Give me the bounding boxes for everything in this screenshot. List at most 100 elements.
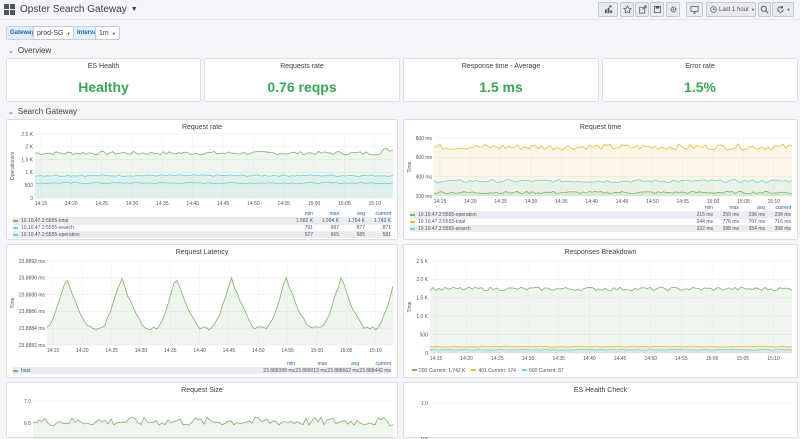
search-series-line [433, 179, 793, 184]
x-tick-label: 14:55 [281, 348, 294, 354]
request-time-legend: min max avg current 10.10.47.2:5555-oper… [410, 205, 791, 232]
refresh-icon [776, 5, 784, 13]
requests-rate-panel[interactable]: Requests rate 0.76 reqps [204, 58, 400, 102]
es-health-check-panel[interactable]: ES Health Check 0.51.0 [403, 382, 798, 439]
time-range-label: Last 1 hour [719, 6, 750, 13]
host-series-line [46, 276, 394, 331]
legend-header-avg: avg [350, 361, 359, 367]
request-time-panel[interactable]: Request time 200 ms 400 ms 600 ms 800 ms 14:… [403, 119, 798, 240]
operation-series-area [434, 191, 792, 196]
x-tick-label: 14:50 [252, 348, 265, 354]
x-tick-label: 14:15 [430, 356, 443, 362]
panel-title: Request rate [181, 124, 223, 131]
legend-row[interactable]: host 23.888399 ms 23.889013 ms 23.888662 ms… [13, 367, 391, 374]
top-navbar: Opster Search Gateway ▼ Last 1 hour ▼ ▼ [0, 0, 800, 20]
total-series-line [34, 148, 394, 156]
panel-title: Request Latency [175, 249, 229, 256]
star-button[interactable] [620, 2, 634, 17]
y-tick-label: 1.0 K [416, 314, 428, 320]
request-size-panel[interactable]: Request Size 6.06.57.0 [6, 382, 398, 439]
row-overview[interactable]: ⌄ Overview [8, 46, 52, 55]
x-tick-label: 15:10 [368, 201, 381, 207]
legend-swatch [13, 370, 18, 372]
y-tick-label: 500 [420, 332, 429, 338]
panel-title: Requests rate [280, 63, 324, 70]
x-tick-label: 14:25 [105, 348, 118, 354]
y-tick-label: 23.8892 ms [19, 259, 46, 265]
dashboard-title[interactable]: Opster Search Gateway ▼ [20, 4, 138, 15]
time-range-picker[interactable]: Last 1 hour ▼ [706, 2, 756, 17]
x-tick-label: 14:40 [186, 201, 199, 207]
y-tick-label: 1 K [25, 170, 33, 176]
panel-title: Request time [579, 124, 622, 131]
legend-header-avg: avg [356, 211, 365, 217]
error-rate-panel[interactable]: Error rate 1.5% [602, 58, 798, 102]
request-size-series-area [33, 417, 393, 439]
es-health-panel[interactable]: ES Health Healthy [6, 58, 201, 102]
legend-header-min: min [286, 361, 295, 367]
status-500-series-area [430, 349, 792, 353]
x-tick-label: 15:10 [369, 348, 382, 354]
x-tick-label: 15:10 [767, 199, 780, 205]
y-tick-label: 500 [25, 183, 34, 189]
x-tick-label: 14:15 [35, 201, 48, 207]
share-button[interactable] [635, 2, 649, 17]
legend-swatch [13, 220, 18, 222]
x-tick-label: 14:20 [76, 348, 89, 354]
y-tick-label: 23.8886 ms [19, 309, 46, 315]
x-tick-label: 15:00 [308, 201, 321, 207]
request-latency-legend: min max avg current host 23.888399 ms 23.8… [13, 361, 391, 374]
stat-value: 0.76 reqps [267, 79, 337, 95]
panel-title: Response time - Average [461, 63, 541, 70]
add-panel-button[interactable] [598, 2, 618, 17]
y-axis-title: Operations/s [10, 151, 16, 180]
legend-header-max: max [729, 205, 739, 211]
legend-row[interactable]: 10.10.47.2:5555-operation 215 ms 259 ms 236… [410, 211, 791, 218]
request-size-chart: 6.06.57.0 [24, 399, 394, 439]
dashboard-grid-icon[interactable] [4, 4, 15, 15]
x-tick-label: 14:50 [247, 201, 260, 207]
legend-row[interactable]: 10.10.47.2:5555-search 791 997 877 871 [13, 224, 391, 231]
legend-item-401[interactable]: 401 Current: 174 [471, 368, 516, 374]
x-tick-label: 14:50 [646, 199, 659, 205]
y-tick-label: 2 K [25, 145, 33, 151]
legend-header-min: min [704, 205, 713, 211]
zoom-out-button[interactable] [758, 2, 771, 17]
legend-header: min max avg current [410, 205, 791, 211]
interval-select[interactable]: 1m ▼ [95, 26, 120, 40]
x-tick-label: 14:40 [585, 199, 598, 205]
x-tick-label: 15:05 [737, 199, 750, 205]
y-tick-label: 2.0 K [416, 277, 428, 283]
y-axis-title: Time [10, 297, 16, 308]
request-rate-panel[interactable]: Request rate 0 500 1 K 1.5 K 2 K 2.5 K 14:15 14… [6, 119, 398, 240]
refresh-button[interactable]: ▼ [772, 2, 794, 17]
legend-swatch [13, 234, 18, 236]
legend-header-min: min [304, 211, 313, 217]
x-tick-label: 14:20 [65, 201, 78, 207]
responses-breakdown-panel[interactable]: Responses Breakdown 0 500 1.0 K 1.5 K 2.0 K 2… [403, 244, 798, 378]
x-tick-label: 14:55 [277, 201, 290, 207]
legend-swatch [410, 214, 415, 216]
legend-row[interactable]: 10.10.47.2:5555-total 644 ms 776 ms 707 ms 7… [410, 218, 791, 225]
legend-row[interactable]: 10.10.47.2:5555-total 1.582 K 1.994 K 1.754… [13, 217, 391, 224]
legend-swatch [410, 221, 415, 223]
legend-header-max: max [317, 361, 327, 367]
legend-row[interactable]: 10.10.47.2:5555-operation 527 665 585 581 [13, 231, 391, 238]
save-button[interactable] [650, 2, 664, 17]
legend-item-500[interactable]: 500 Current: 87 [521, 368, 564, 374]
legend-item-200[interactable]: 200 Current: 1.742 K [412, 368, 465, 374]
request-latency-panel[interactable]: Request Latency 23.8882 ms 23.8884 ms 23.8… [6, 244, 398, 378]
tv-mode-button[interactable] [686, 2, 703, 17]
response-time-panel[interactable]: Response time - Average 1.5 ms [403, 58, 599, 102]
row-search-gateway[interactable]: ⌄ Search Gateway [8, 107, 78, 116]
y-tick-label: 6.5 [24, 421, 31, 427]
legend-header-current: current [775, 205, 791, 211]
x-tick-label: 14:15 [434, 199, 447, 205]
x-tick-label: 14:30 [525, 199, 538, 205]
settings-button[interactable] [666, 2, 680, 17]
gateways-select[interactable]: prod-SG ▼ [33, 26, 75, 40]
search-series-line [34, 174, 394, 177]
x-tick-label: 14:55 [675, 356, 688, 362]
legend-row[interactable]: 10.10.47.2:5555-search 322 ms 388 ms 354 ms… [410, 225, 791, 232]
status-200-series-area [430, 287, 792, 353]
